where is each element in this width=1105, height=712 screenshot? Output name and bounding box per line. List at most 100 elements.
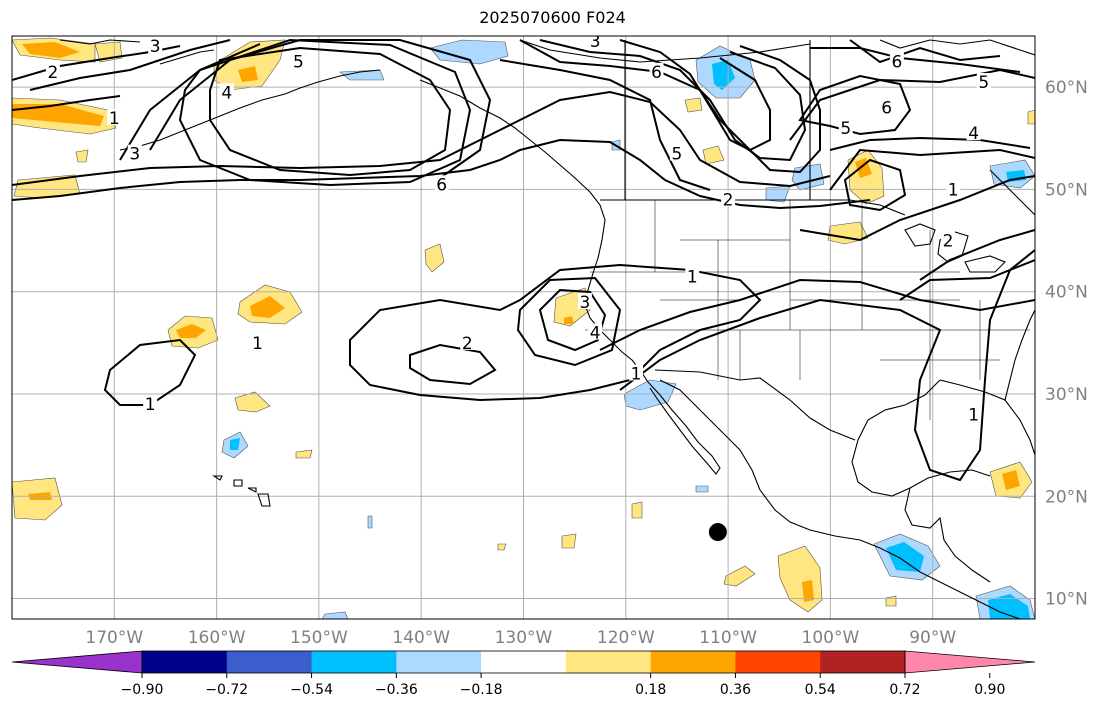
shade-patch [424,243,445,273]
contour-label: 1 [687,267,698,287]
colorbar-tick-label: 0.36 [720,682,751,698]
lon-tick-label: 110°W [699,628,757,648]
contour-label-bg [577,292,592,309]
contour-label-bg [45,62,60,79]
contour-line [843,158,907,212]
contour-label-bg [946,180,961,197]
contour-label-bg [941,231,956,248]
contour-line [619,249,1035,482]
contour-line [119,43,261,161]
contour-label: 4 [590,324,601,344]
contour-label: 3 [129,145,140,165]
contour-label-bg [588,323,603,340]
coastline [647,381,721,475]
shade-patch [238,66,258,82]
contour-line [619,39,771,152]
colorbar-tick-label: −0.90 [121,682,164,698]
coastline [904,223,936,247]
shade-patch [1027,109,1035,125]
contour-label-bg [669,144,684,161]
latitude-labels: 60°N 50°N 40°N 30°N 20°N 10°N [1045,78,1088,609]
contour-line [789,68,1035,141]
lon-tick-label: 90°W [909,628,956,648]
contour-label-bg [976,73,991,90]
contour-line [519,39,821,174]
longitude-labels: 170°W 160°W 150°W 140°W 130°W 120°W 110°W 100°W… [85,628,956,648]
contour-label-bg [588,36,603,49]
shade-patch [230,438,240,450]
coastline [159,49,215,65]
shade-patch [564,316,574,324]
shade-patch [631,501,643,519]
coastline [879,39,1035,56]
coastline [989,169,1035,216]
contour-label-bg [721,190,736,207]
contour-label: 2 [462,334,473,354]
map-title: 2025070600 F024 [479,8,626,27]
colorbar-tick-label: 0.54 [805,682,836,698]
contour-line [599,278,1035,351]
contour-label: 2 [943,232,954,252]
contour-label: 5 [672,145,683,165]
lat-tick-label: 40°N [1045,283,1088,303]
coastline [247,487,257,493]
contour-label: 5 [978,73,989,93]
contour-label-bg [966,405,981,422]
coastline [904,487,991,583]
colorbar-segment [142,651,228,673]
lat-tick-label: 20°N [1045,487,1088,507]
shade-patch [702,145,725,165]
contour-label-bg [291,52,306,69]
contour-label: 4 [221,83,232,103]
colorbar-labels: −0.90 −0.72 −0.54 −0.36 −0.18 0.18 0.36 0.54 0.7… [121,673,1005,698]
colorbar-segment [311,651,397,673]
gridlines [12,36,1035,619]
contour-label: 1 [109,109,120,129]
contour-line [899,259,1035,301]
contour-line [799,175,1035,242]
colorbar-segment [226,651,313,673]
shade-patch [75,149,89,163]
lon-tick-label: 100°W [802,628,860,648]
coastline [964,255,1006,273]
contour-label: 6 [436,175,447,195]
contour-label: 6 [651,63,662,83]
coastline [233,479,243,487]
contour-label-bg [434,175,449,192]
contour-label: 2 [48,63,59,83]
coastline [1004,309,1035,401]
shade-patch [885,595,897,607]
shade-patch [367,515,373,529]
colorbar-segment [735,651,821,673]
contour-label: 3 [590,32,601,52]
contour-label-bg [143,395,158,412]
contour-line [516,276,622,367]
shade-patch [321,611,349,619]
colorbar-tick-label: 0.18 [635,682,666,698]
contour-label: 2 [723,191,734,211]
location-marker [708,523,727,542]
shade-patch [723,565,756,587]
shade-patch [561,533,577,549]
contour-label-bg [250,333,265,350]
contour-line [103,338,197,406]
colorbar-tick-label: −0.18 [460,682,503,698]
contour-line [29,39,231,91]
lat-tick-label: 60°N [1045,78,1088,98]
shade-patch [497,543,507,551]
shade-patch [802,580,814,602]
coastline [659,379,1021,619]
shade-patch [695,485,709,493]
colorbar-extend-low [11,650,143,674]
contour-line [209,46,452,177]
colorbar [11,650,1036,674]
shade-patch [765,185,791,203]
contour-label-bg [879,98,894,115]
contour-line [849,39,1001,64]
contour-label: 1 [631,365,642,385]
shade-patch [22,42,80,58]
contour-label: 3 [150,37,161,57]
contour-label: 3 [579,293,590,313]
shade-patch [176,324,206,338]
